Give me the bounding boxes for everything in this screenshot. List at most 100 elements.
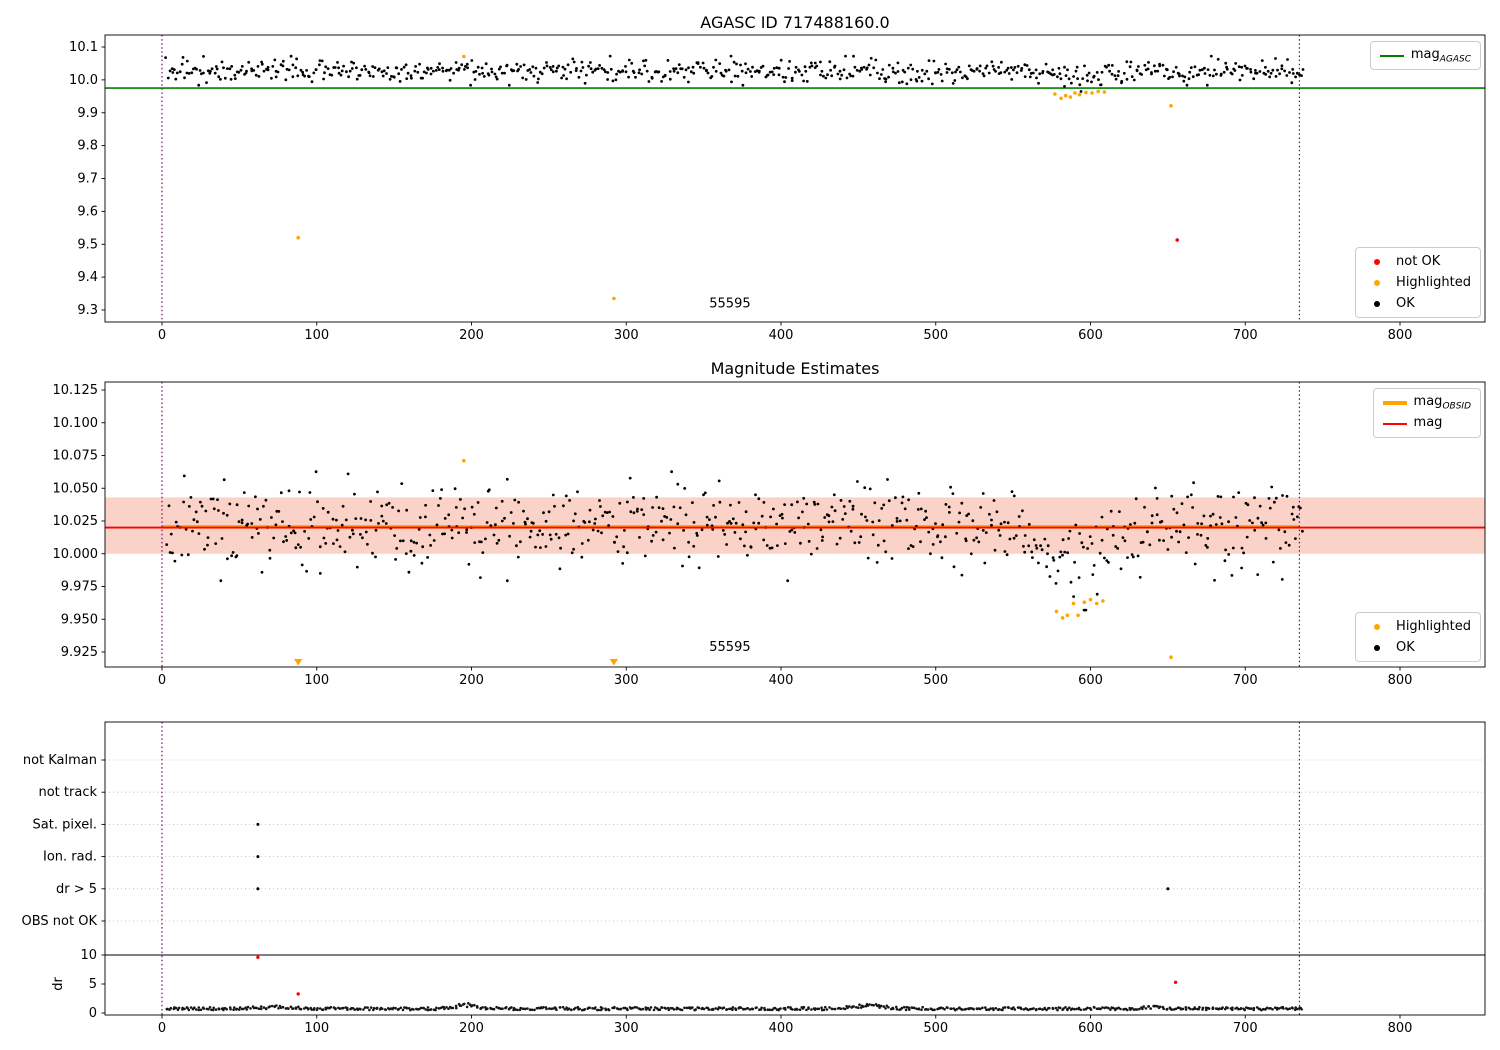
svg-text:800: 800: [1388, 328, 1413, 343]
svg-text:10.1: 10.1: [69, 40, 98, 55]
legend-label: magOBSID: [1413, 393, 1471, 412]
svg-text:dr > 5: dr > 5: [56, 882, 97, 897]
highlighted-marker: [1365, 279, 1389, 286]
svg-text:200: 200: [459, 673, 484, 688]
svg-text:10: 10: [80, 948, 97, 963]
svg-text:600: 600: [1078, 673, 1103, 688]
legend-item-highlighted: Highlighted: [1365, 617, 1471, 636]
svg-text:9.975: 9.975: [61, 580, 98, 595]
legend-item-not-ok: not OK: [1365, 252, 1471, 271]
axes-frame: [104, 34, 1486, 323]
svg-text:700: 700: [1233, 673, 1258, 688]
svg-text:100: 100: [304, 1021, 329, 1036]
obsid-annotation: 55595: [709, 296, 750, 311]
dr-points: [165, 1002, 1303, 1012]
svg-text:200: 200: [459, 1021, 484, 1036]
not-ok-marker: [1365, 258, 1389, 265]
obs-window-lines: [161, 35, 1301, 322]
obsid-annotation: 55595: [709, 640, 750, 655]
svg-text:100: 100: [304, 328, 329, 343]
svg-text:Ion. rad.: Ion. rad.: [43, 850, 97, 865]
clipped-point-markers: [293, 659, 619, 666]
legend-label: Highlighted: [1396, 275, 1471, 290]
svg-text:300: 300: [614, 328, 639, 343]
svg-text:600: 600: [1078, 328, 1103, 343]
svg-text:0: 0: [89, 1006, 97, 1021]
svg-text:700: 700: [1233, 328, 1258, 343]
legend-mid-status: Highlighted OK: [1355, 612, 1481, 662]
legend-item-ok: OK: [1365, 294, 1471, 313]
legend-item-ok: OK: [1365, 638, 1471, 657]
svg-text:200: 200: [459, 328, 484, 343]
svg-text:9.5: 9.5: [77, 237, 98, 252]
flag-points: [256, 822, 1170, 891]
mag-agasc-line-swatch: [1379, 54, 1404, 57]
agasc-highlighted-points: [296, 54, 1173, 301]
svg-text:10.075: 10.075: [53, 449, 99, 464]
legend-label: OK: [1396, 640, 1415, 655]
svg-text:9.7: 9.7: [77, 172, 98, 187]
category-gridlines: [105, 759, 1485, 922]
mag-obsid-line-swatch: [1382, 400, 1407, 405]
svg-text:500: 500: [923, 673, 948, 688]
svg-text:9.3: 9.3: [77, 303, 98, 318]
category-axis-labels: not Kalman not track Sat. pixel. Ion. rad. d…: [22, 753, 105, 929]
svg-text:400: 400: [769, 673, 794, 688]
obs-window-lines: [161, 722, 1301, 1015]
x-axis-ticks: 0 100 200 300 400 500 600 700 800: [158, 322, 1413, 343]
middle-plot-title: Magnitude Estimates: [710, 359, 880, 378]
legend-label: mag: [1413, 414, 1443, 430]
legend-item-mag: mag: [1382, 414, 1471, 433]
highlighted-marker: [1365, 623, 1389, 630]
svg-text:0: 0: [158, 1021, 166, 1036]
svg-text:400: 400: [769, 328, 794, 343]
svg-text:9.4: 9.4: [77, 270, 98, 285]
x-axis-ticks: 0 100 200 300 400 500 600 700 800: [158, 667, 1413, 688]
svg-text:10.025: 10.025: [53, 514, 99, 529]
axes-frame: [104, 381, 1486, 668]
svg-text:not track: not track: [38, 785, 97, 800]
y-axis-ticks: 10.125 10.100 10.075 10.050 10.025 10.000 9.97…: [53, 383, 105, 660]
agasc-notok-points: [1175, 238, 1179, 242]
svg-text:9.925: 9.925: [61, 645, 98, 660]
svg-text:400: 400: [769, 1021, 794, 1036]
y-axis-ticks: 10.1 10.0 9.9 9.8 9.7 9.6 9.5 9.4 9.3: [69, 40, 105, 318]
dr-outlier-points: [256, 955, 1178, 996]
ok-marker: [1365, 300, 1389, 307]
top-plot-title: AGASC ID 717488160.0: [700, 13, 890, 32]
svg-text:10.000: 10.000: [53, 547, 99, 562]
svg-text:700: 700: [1233, 1021, 1258, 1036]
legend-mid-lines: magOBSID mag: [1372, 388, 1481, 438]
ok-marker: [1365, 644, 1389, 651]
legend-item-mag-agasc: magAGASC: [1379, 46, 1471, 65]
legend-label: magAGASC: [1410, 46, 1471, 65]
svg-text:5: 5: [89, 977, 97, 992]
svg-text:10.0: 10.0: [69, 73, 98, 88]
dr-axis-ticks: 10 5 0: [80, 948, 105, 1021]
legend-label: Highlighted: [1396, 619, 1471, 634]
mag-line-swatch: [1382, 422, 1407, 425]
axes-frame: [104, 721, 1486, 1016]
svg-text:800: 800: [1388, 673, 1413, 688]
svg-text:10.100: 10.100: [53, 416, 99, 431]
svg-text:10.050: 10.050: [53, 481, 99, 496]
legend-mag-agasc: magAGASC: [1369, 41, 1481, 70]
svg-text:10.125: 10.125: [53, 383, 99, 398]
svg-text:800: 800: [1388, 1021, 1413, 1036]
svg-text:500: 500: [923, 1021, 948, 1036]
magest-highlighted-points: [462, 458, 1173, 659]
svg-text:300: 300: [614, 673, 639, 688]
svg-text:9.8: 9.8: [77, 139, 98, 154]
svg-text:600: 600: [1078, 1021, 1103, 1036]
legend-label: OK: [1396, 296, 1415, 311]
svg-text:300: 300: [614, 1021, 639, 1036]
legend-label: not OK: [1396, 254, 1441, 269]
plot-agasc: 55595 0 100 200 300 400 500 600 700 800 10.1 10.0 9.…: [69, 34, 1486, 343]
svg-text:100: 100: [304, 673, 329, 688]
svg-text:9.9: 9.9: [77, 106, 98, 121]
svg-text:not Kalman: not Kalman: [23, 753, 97, 768]
